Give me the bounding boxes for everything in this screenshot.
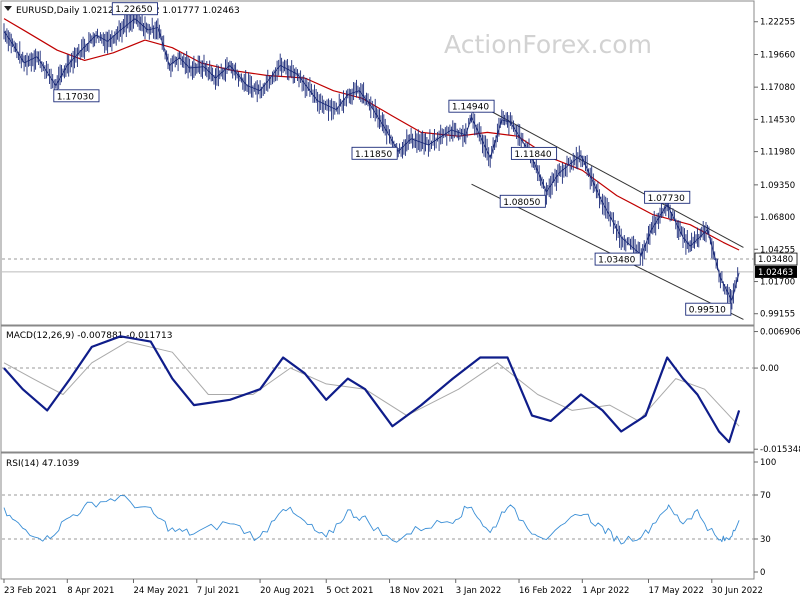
price-y-tick-label: 0.99155: [760, 310, 795, 320]
price-y-tick-label: 1.04255: [760, 245, 795, 255]
x-axis: 23 Feb 2021 8 Apr 2021 24 May 2021 7 Jul 20…: [3, 579, 763, 596]
macd-y-tick-label: -0.015348: [760, 445, 800, 455]
price-y-tick-label: 1.11980: [760, 148, 795, 158]
rsi-y-tick-label: 100: [760, 458, 776, 468]
x-tick-label: 30 Jun 2022: [712, 586, 763, 596]
x-tick-label: 1 Apr 2022: [582, 586, 629, 596]
price-annotation-box: [499, 194, 546, 208]
macd-y-tick-label: 0.006906: [760, 328, 800, 338]
price-y-tick-label: 1.17080: [760, 83, 795, 93]
price-annotation-box: [510, 146, 558, 160]
macd-y-tick-label: 0.00: [760, 364, 779, 374]
x-tick-label: 5 Oct 2021: [326, 586, 373, 596]
price-annotation-label: 1.17030: [57, 92, 94, 102]
rsi-y-tick-label: 30: [760, 535, 771, 545]
price-annotation-box: [594, 252, 641, 266]
price-annotation-label: 1.11850: [355, 150, 392, 160]
price-close-line: [3, 18, 740, 301]
x-tick-label: 23 Feb 2021: [4, 586, 57, 596]
price-annotation-label: 1.14940: [452, 103, 489, 113]
x-tick-label: 20 Aug 2021: [260, 586, 314, 596]
symbol-dropdown-icon[interactable]: [4, 6, 12, 11]
price-y-tick-label: 1.22255: [760, 18, 795, 28]
price-panel-frame: [0, 0, 755, 326]
macd-plot: 0.006906 0.00 -0.015348: [2, 328, 800, 455]
price-y-tick-label: 1.14530: [760, 115, 795, 125]
price-annotation-label: 0.99510: [689, 306, 726, 316]
price-annotation-box: [685, 302, 732, 316]
current-price-box: [755, 265, 797, 278]
price-annotation-label: 1.03480: [598, 256, 635, 266]
price-plot: 1.22255 1.19660 1.17080 1.14530 1.11980 1.093…: [2, 2, 798, 320]
price-y-tick-label: 1.09350: [760, 181, 795, 191]
price-y-tick-label: 1.01700: [760, 278, 795, 288]
rsi-panel-frame: [0, 452, 755, 580]
price-y-tick-label: 1.06800: [760, 213, 795, 223]
rsi-plot: 100 70 30 0: [2, 458, 776, 578]
x-tick-label: 17 May 2022: [648, 586, 703, 596]
rsi-y-tick-label: 0: [760, 568, 765, 578]
price-annotation-label: 1.11840: [514, 150, 551, 160]
rsi-line: [3, 494, 740, 545]
price-annotation-box: [111, 2, 158, 16]
price-annotation-label: 1.22650: [115, 5, 152, 15]
price-annotation-box: [351, 146, 398, 160]
macd-panel-frame: [0, 325, 755, 453]
x-tick-label: 8 Apr 2021: [67, 586, 114, 596]
price-annotation-label: 1.07730: [648, 194, 685, 204]
price-annotation-box: [53, 89, 100, 103]
price-annotation-label: 1.08050: [503, 198, 540, 208]
x-tick-label: 18 Nov 2021: [390, 586, 444, 596]
current-price-label: 1.02463: [758, 268, 793, 278]
macd-line: [3, 335, 741, 444]
watermark: ActionForex.com: [444, 30, 652, 59]
rsi-panel-title: RSI(14) 47.1039: [6, 459, 79, 469]
macd-panel-title: MACD(12,26,9) -0.007881 -0.011713: [6, 331, 172, 341]
price-annotation-box: [644, 190, 691, 204]
price-annotation-box: [448, 99, 495, 113]
x-tick-label: 7 Jul 2021: [197, 586, 240, 596]
x-tick-label: 3 Jan 2022: [456, 586, 502, 596]
x-tick-label: 16 Feb 2022: [519, 586, 572, 596]
x-tick-label: 24 May 2021: [133, 586, 188, 596]
price-y-tick-label: 1.19660: [760, 51, 795, 61]
rsi-y-tick-label: 70: [760, 491, 771, 501]
reference-level-label: 1.03480: [758, 255, 793, 265]
reference-level-box: [754, 252, 798, 266]
